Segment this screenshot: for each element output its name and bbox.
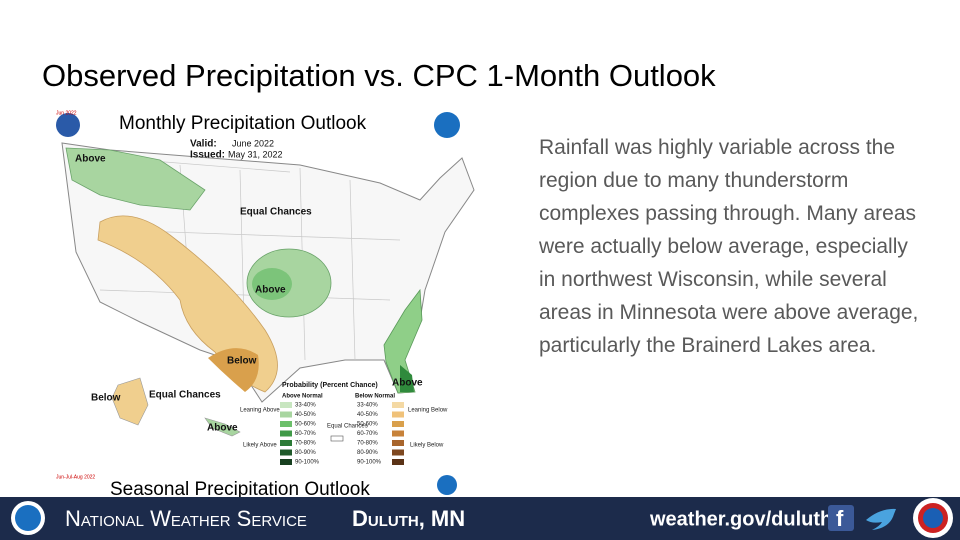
above-region-strong [400,365,414,392]
legend-swatch [280,421,292,427]
nws-logo [923,508,943,528]
legend-label: Leaning Below [408,408,448,414]
alaska [111,377,149,426]
valid-label: Valid: [190,139,217,150]
footer-url[interactable]: weather.gov/duluth [649,508,832,530]
hawaii [204,417,241,437]
map-label: Above [75,154,106,165]
map-label: Below [91,393,121,404]
map-note: Jun 2022 [56,110,77,116]
legend-swatch [330,435,344,442]
noaa-logo [434,112,460,138]
valid: June 2022 [232,138,274,148]
map-note: Jun-Jul-Aug 2022 [56,474,95,480]
facebook-glyph: f [836,506,844,531]
legend-swatch [392,459,404,465]
legend-level: 40-50% [295,412,316,418]
legend-swatch [392,440,404,446]
legend-level: 50-60% [295,422,316,428]
legend-label: Equal Chances [327,424,368,430]
legend-label: Leaning Above [240,408,280,414]
footer-bar [0,497,960,540]
map-label: Equal Chances [149,390,221,401]
next-map-title: Seasonal Precipitation Outlook [110,479,370,500]
slide-title: Observed Precipitation vs. CPC 1-Month O… [42,58,716,93]
below-region [97,215,278,393]
legend-swatch [280,440,292,446]
legend-swatch [280,430,292,437]
legend-level: 40-50% [357,412,378,418]
issued-label: Issued: [190,150,225,161]
legend-label: Likely Above [243,443,277,449]
legend-level: 50-60% [357,422,378,428]
legend-level: 80-90% [357,450,378,456]
legend-heading: Below Normal [355,394,395,400]
map-title: Monthly Precipitation Outlook [119,113,367,134]
legend: Probability (Percent Chance) Above Norma… [240,382,448,466]
map-label: Above [207,423,238,434]
legend-level: 80-90% [295,450,316,456]
noaa-logo [437,475,457,495]
noaa-seal [56,113,80,137]
legend-level: 70-80% [295,441,316,447]
map-label: Above [255,285,286,296]
legend-swatch [392,430,404,437]
legend-label: Likely Below [410,443,444,449]
legend-swatch [280,402,292,408]
body-text: Rainfall was highly variable across the … [539,136,919,357]
below-region-strong [208,348,259,392]
above-region-strong [252,268,292,300]
above-region [383,288,423,394]
twitter-icon[interactable] [866,508,896,530]
legend-swatch [392,402,404,408]
legend-heading: Above Normal [282,394,323,400]
facebook-icon[interactable] [828,505,854,531]
legend-swatch [280,449,292,456]
map-label: Below [227,356,257,367]
legend-level: 60-70% [357,431,378,437]
footer-agency: National Weather Service [65,506,307,531]
legend-swatch [280,459,292,465]
legend-level: 33-40% [295,403,316,409]
legend-level: 70-80% [357,441,378,447]
outlook-map: Jun 2022 Monthly Precipitation Outlook V… [28,105,488,500]
legend-title: Probability (Percent Chance) [282,382,378,389]
legend-swatch [392,449,404,456]
issued: May 31, 2022 [228,149,283,159]
legend-swatch [280,411,292,418]
map-label: Equal Chances [240,207,312,218]
legend-level: 90-100% [295,460,320,466]
noaa-logo [15,505,41,531]
legend-level: 33-40% [357,403,378,409]
legend-swatch [392,421,404,427]
footer-office: Duluth, MN [352,506,465,531]
legend-level: 60-70% [295,431,316,437]
map-label: Above [392,378,423,389]
legend-swatch [392,411,404,418]
legend-level: 90-100% [357,460,382,466]
above-region [65,147,206,211]
